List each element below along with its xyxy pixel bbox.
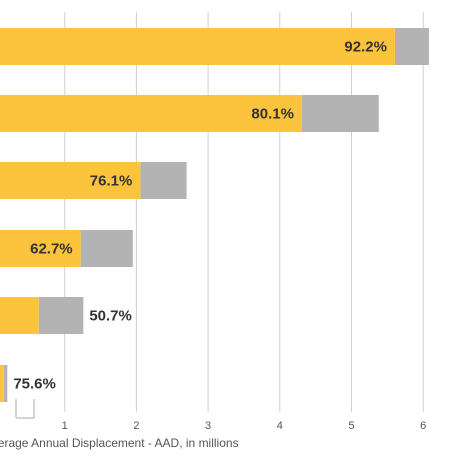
bar-value-label-2: 80.1% <box>251 106 294 123</box>
bar-share-6 <box>0 365 4 402</box>
x-tick-label-5: 5 <box>348 420 354 432</box>
bar-remainder-6 <box>3 365 8 402</box>
bar-share-3 <box>0 162 141 199</box>
bar-group-5: 50.7% <box>0 297 132 334</box>
x-tick-label-4: 4 <box>277 420 283 432</box>
bar-group-6: 75.6% <box>0 365 56 402</box>
bar-share-1 <box>0 28 395 65</box>
x-tick-label-1: 1 <box>62 420 68 432</box>
bar-remainder-5 <box>38 297 84 334</box>
bar-value-label-6: 75.6% <box>13 376 56 393</box>
bar-value-label-4: 62.7% <box>30 241 73 258</box>
bar-remainder-4 <box>80 230 133 267</box>
bar-remainder-1 <box>394 28 429 65</box>
axis-bracket <box>15 399 35 419</box>
bar-share-2 <box>0 95 302 132</box>
gridlines <box>64 12 424 412</box>
bar-group-3: 76.1% <box>0 162 187 199</box>
bar-group-1: 92.2% <box>0 28 429 65</box>
bar-group-4: 62.7% <box>0 230 133 267</box>
x-axis-ticks: 1 2 3 4 5 6 <box>15 399 426 432</box>
bar-share-4 <box>0 230 81 267</box>
x-tick-label-2: 2 <box>133 420 139 432</box>
x-tick-label-3: 3 <box>205 420 211 432</box>
x-axis-title: Average Annual Displacement - AAD, in mi… <box>0 436 239 450</box>
bar-remainder-2 <box>301 95 379 132</box>
bar-value-label-1: 92.2% <box>344 39 387 56</box>
bar-remainder-3 <box>140 162 187 199</box>
bar-group-2: 80.1% <box>0 95 379 132</box>
x-tick-label-6: 6 <box>420 420 426 432</box>
bars: 92.2% 80.1% 76.1% 62.7% 50.7% 75.6% <box>0 28 429 402</box>
bar-value-label-5: 50.7% <box>89 308 132 325</box>
bar-value-label-3: 76.1% <box>90 173 133 190</box>
bar-share-5 <box>0 297 39 334</box>
